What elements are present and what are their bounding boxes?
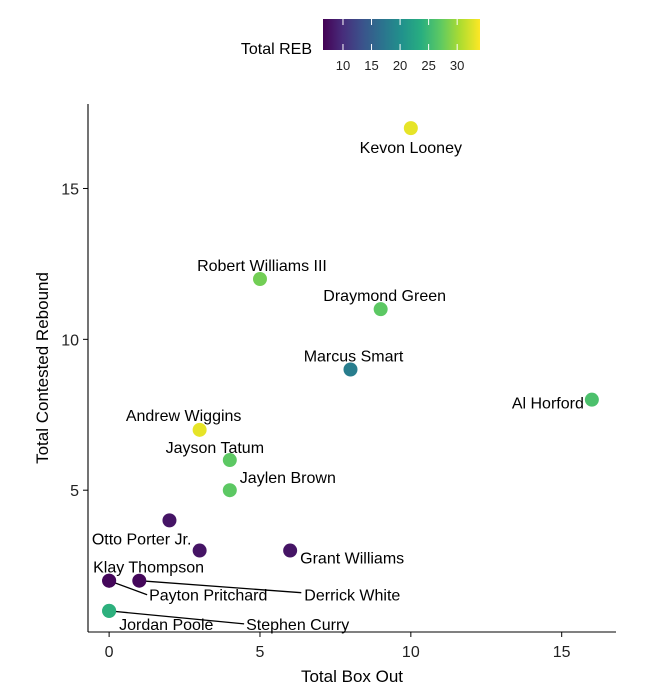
label-connector-line: [139, 580, 302, 594]
scatter-point: [192, 422, 207, 437]
scatter-point: [584, 392, 599, 407]
scatter-point: [373, 302, 388, 317]
scatter-point: [102, 573, 117, 588]
scatter-point: [162, 513, 177, 528]
data-points: [102, 121, 599, 618]
colorbar-tick-label: 30: [450, 58, 464, 73]
colorbar-gradient: [323, 19, 480, 50]
x-tick-label: 0: [105, 644, 114, 661]
point-label: Kevon Looney: [360, 140, 462, 157]
point-label: Stephen Curry: [246, 617, 349, 634]
point-label: Jordan Poole: [119, 617, 213, 634]
x-axis-ticks: 0 5 10 15: [105, 632, 571, 661]
y-tick-label: 5: [70, 483, 79, 500]
scatter-point: [283, 543, 298, 558]
y-axis-title: Total Contested Rebound: [33, 272, 52, 464]
colorbar-tick-label: 10: [336, 58, 350, 73]
point-label: Marcus Smart: [304, 349, 404, 366]
scatter-point: [252, 271, 267, 286]
scatter-point: [132, 573, 147, 588]
colorbar-ticks: 10 15 20 25 30: [336, 19, 464, 73]
point-label: Derrick White: [304, 588, 400, 605]
x-axis-title: Total Box Out: [301, 667, 403, 686]
scatter-point: [403, 121, 418, 136]
scatter-point: [343, 362, 358, 377]
y-tick-label: 10: [61, 332, 79, 349]
label-connector-line: [109, 610, 245, 625]
scatter-point: [222, 483, 237, 498]
colorbar-tick-label: 20: [393, 58, 407, 73]
point-label: Klay Thompson: [93, 560, 204, 577]
x-tick-label: 10: [402, 644, 420, 661]
colorbar-legend: Total REB 10 15 20 25 30: [241, 19, 480, 73]
point-label: Jayson Tatum: [166, 440, 264, 457]
colorbar-tick-label: 15: [364, 58, 378, 73]
colorbar-title: Total REB: [241, 41, 312, 58]
point-label: Grant Williams: [300, 551, 404, 568]
colorbar-tick-label: 25: [421, 58, 435, 73]
scatter-point: [222, 453, 237, 468]
point-label: Payton Pritchard: [149, 588, 267, 605]
scatter-point: [192, 543, 207, 558]
point-label: Andrew Wiggins: [126, 408, 242, 425]
x-tick-label: 15: [553, 644, 571, 661]
point-label: Jaylen Brown: [240, 470, 336, 487]
x-tick-label: 5: [256, 644, 265, 661]
scatter-point: [102, 603, 117, 618]
point-label: Al Horford: [512, 396, 584, 413]
point-label: Draymond Green: [323, 288, 446, 305]
y-tick-label: 15: [61, 181, 79, 198]
point-labels: Kevon Looney Robert Williams III Draymond …: [92, 140, 584, 634]
point-label: Otto Porter Jr.: [92, 532, 192, 549]
y-axis-ticks: 5 10 15: [61, 181, 88, 500]
point-label: Robert Williams III: [197, 258, 327, 275]
